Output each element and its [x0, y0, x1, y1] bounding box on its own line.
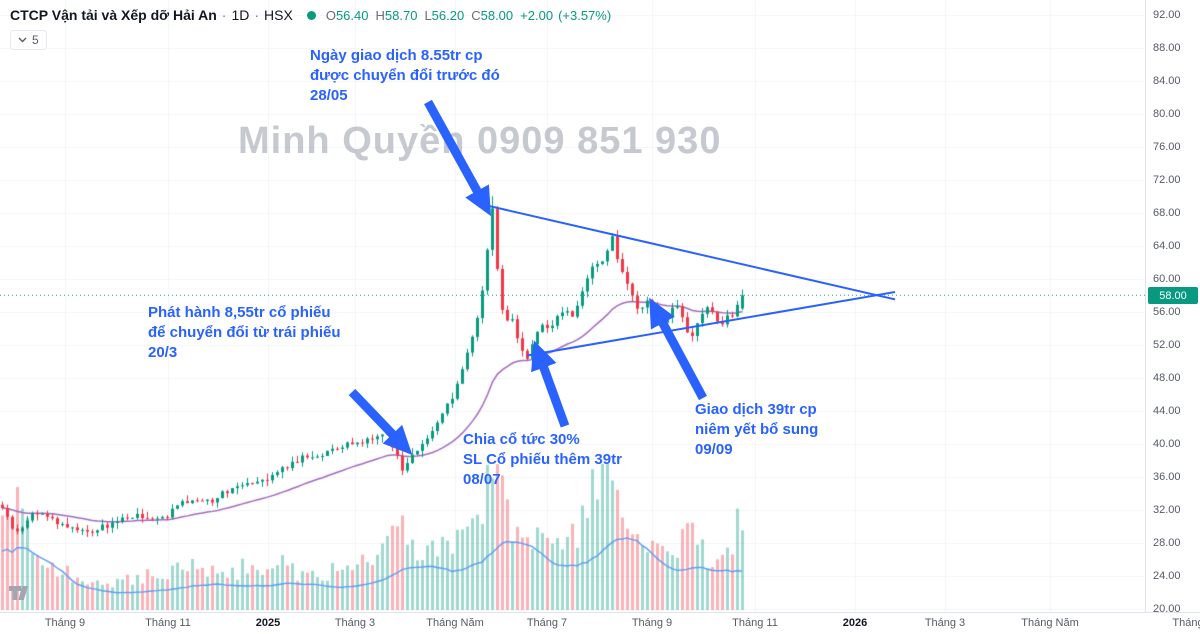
annotation-line: 08/07 [463, 471, 501, 488]
annotation-line: Ngày giao dịch 8.55tr cp [310, 47, 483, 64]
time-tick-label: Tháng 3 [334, 617, 376, 629]
price-tick-label: 48.00 [1153, 371, 1181, 384]
annotation-line: để chuyển đổi từ trái phiếu [148, 324, 341, 341]
price-tick-label: 36.00 [1153, 470, 1181, 483]
drawings-count: 5 [32, 33, 39, 47]
additional-listing-note[interactable]: Giao dịch 39tr cp niêm yết bổ sung 09/09 [695, 400, 818, 460]
price-tick-label: 76.00 [1153, 140, 1181, 153]
price-tick-label: 24.00 [1153, 569, 1181, 582]
annotation-line: 28/05 [310, 87, 348, 104]
high-value: 58.70 [384, 7, 418, 23]
symbol-header: CTCP Vận tải và Xếp dỡ Hải An · 1D · HSX… [10, 7, 616, 23]
watermark: Minh Quyền 0909 851 930 [238, 120, 722, 162]
conversion-trading-date-note[interactable]: Ngày giao dịch 8.55tr cp được chuyển đổi … [310, 46, 500, 106]
time-tick-label: Tháng Năm [1021, 617, 1079, 629]
price-tick-label: 52.00 [1153, 338, 1181, 351]
high-label: H [375, 7, 385, 23]
price-tick-label: 84.00 [1153, 74, 1181, 87]
low-label: L [424, 7, 432, 23]
price-tick-label: 56.00 [1153, 305, 1181, 318]
time-tick-label: Tháng [1172, 617, 1200, 629]
annotation-line: SL Cổ phiếu thêm 39tr [463, 451, 622, 468]
time-tick-label: Tháng 7 [526, 617, 568, 629]
time-scale[interactable]: Tháng 9 Tháng 11 2025 Tháng 3 Tháng Năm Tháng… [0, 612, 1200, 634]
time-tick-label: 2025 [255, 617, 281, 629]
chevron-down-icon [18, 37, 27, 43]
price-tick-label: 32.00 [1153, 503, 1181, 516]
price-tick-label: 88.00 [1153, 41, 1181, 54]
annotation-line: 20/3 [148, 344, 178, 361]
time-tick-label: Tháng 9 [631, 617, 673, 629]
time-tick-label: Tháng 3 [924, 617, 966, 629]
bond-conversion-issue-note[interactable]: Phát hành 8,55tr cổ phiếu để chuyển đổi t… [148, 303, 341, 363]
price-tick-label: 68.00 [1153, 206, 1181, 219]
separator-dot: · [254, 7, 260, 23]
stock-dividend-note[interactable]: Chia cổ tức 30% SL Cổ phiếu thêm 39tr 08/0… [463, 430, 622, 490]
time-tick-label: Tháng 9 [44, 617, 86, 629]
time-tick-label: Tháng 11 [732, 617, 778, 629]
price-tick-label: 80.00 [1153, 107, 1181, 120]
change-percent: (+3.57%) [558, 7, 612, 23]
annotation-line: niêm yết bổ sung [695, 421, 819, 438]
symbol-title[interactable]: CTCP Vận tải và Xếp dỡ Hải An [10, 7, 217, 23]
market-status-icon [306, 10, 316, 20]
price-scale[interactable]: 58.00 92.00 88.00 84.00 80.00 76.00 72.00 68.0… [1145, 0, 1200, 615]
tv-logo-icon [9, 586, 28, 600]
price-tick-label: 28.00 [1153, 536, 1181, 549]
time-tick-label: Tháng 11 [145, 617, 191, 629]
close-value: 58.00 [480, 7, 514, 23]
change-value: +2.00 [520, 7, 554, 23]
open-value: 56.40 [335, 7, 369, 23]
drawings-collapse-button[interactable]: 5 [10, 30, 47, 50]
annotation-line: được chuyển đổi trước đó [310, 67, 500, 84]
price-tick-label: 60.00 [1153, 272, 1181, 285]
annotation-line: Chia cổ tức 30% [463, 431, 580, 448]
price-tick-label: 40.00 [1153, 437, 1181, 450]
price-tick-label: 20.00 [1153, 602, 1181, 615]
price-tick-label: 44.00 [1153, 404, 1181, 417]
annotation-line: Giao dịch 39tr cp [695, 401, 817, 418]
low-value: 56.20 [431, 7, 465, 23]
timeframe-label[interactable]: 1D [231, 7, 250, 23]
price-tick-label: 64.00 [1153, 239, 1181, 252]
separator-dot: · [221, 7, 227, 23]
price-tick-label: 72.00 [1153, 173, 1181, 186]
tradingview-logo[interactable] [8, 585, 32, 606]
ohlc-values: O56.40 H58.70 L56.20 C58.00 +2.00 (+3.57… [326, 8, 616, 23]
current-price-badge: 58.00 [1148, 287, 1198, 305]
price-tick-label: 92.00 [1153, 8, 1181, 21]
annotation-line: 09/09 [695, 441, 733, 458]
time-tick-label: 2026 [842, 617, 868, 629]
time-tick-label: Tháng Năm [426, 617, 484, 629]
exchange-label: HSX [264, 7, 293, 23]
close-label: C [471, 7, 481, 23]
open-label: O [325, 7, 336, 23]
annotation-line: Phát hành 8,55tr cổ phiếu [148, 304, 331, 321]
